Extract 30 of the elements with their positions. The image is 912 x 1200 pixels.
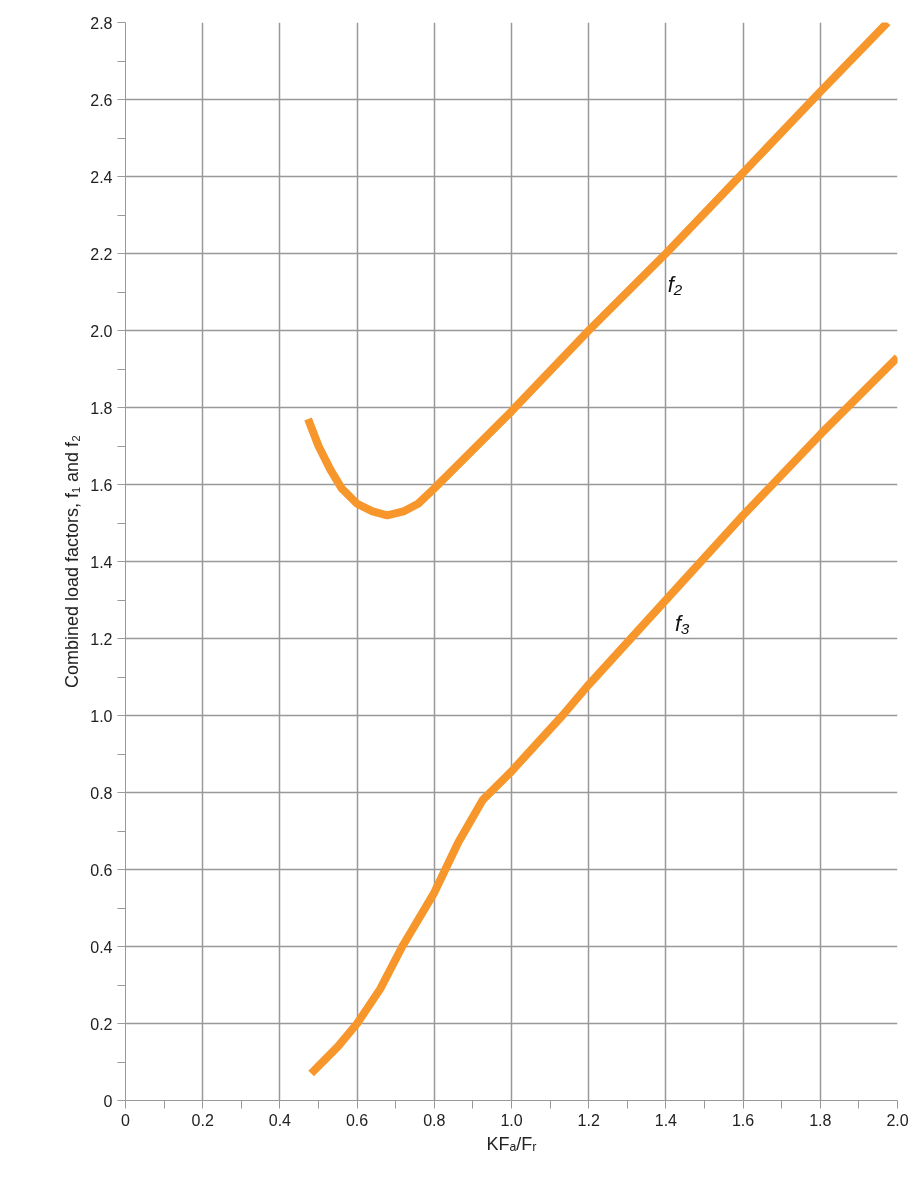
y-tick-label: 1.6 (90, 476, 113, 494)
series-label: f₃ (674, 611, 691, 637)
y-tick-label: 2.0 (90, 322, 113, 340)
y-tick-label: 1.0 (90, 707, 113, 725)
y-tick-label: 1.4 (90, 553, 113, 571)
y-tick-label: 2.6 (90, 91, 113, 109)
x-tick-label: 0.4 (268, 1111, 292, 1129)
x-tick-label: 1.2 (577, 1111, 600, 1129)
y-tick-label: 1.2 (90, 630, 113, 648)
y-tick-label: 0.4 (90, 938, 113, 956)
y-tick-label: 1.8 (90, 399, 113, 417)
y-tick-label: 0.6 (90, 861, 113, 879)
x-tick-label: 1.4 (654, 1111, 678, 1129)
y-tick-label: 0.2 (90, 1015, 113, 1033)
y-tick-label: 0.8 (90, 784, 113, 802)
x-tick-label: 2.0 (886, 1111, 909, 1129)
y-tick-label: 2.8 (90, 14, 113, 32)
y-tick-label: 2.2 (90, 245, 113, 263)
x-tick-label: 1.8 (809, 1111, 832, 1129)
x-tick-label: 0.8 (423, 1111, 446, 1129)
x-tick-label: 0 (121, 1111, 131, 1129)
x-tick-label: 1.0 (500, 1111, 523, 1129)
x-axis-title: KFₐ/Fᵣ (486, 1133, 537, 1154)
y-tick-label: 0 (103, 1092, 113, 1110)
x-tick-label: 0.2 (191, 1111, 214, 1129)
y-axis-title: Combined load factors, f₁ and f₂ (62, 434, 83, 689)
series-label: f₂ (667, 271, 683, 297)
x-tick-label: 1.6 (731, 1111, 755, 1129)
x-tick-label: 0.6 (345, 1111, 369, 1129)
y-tick-label: 2.4 (90, 168, 113, 186)
